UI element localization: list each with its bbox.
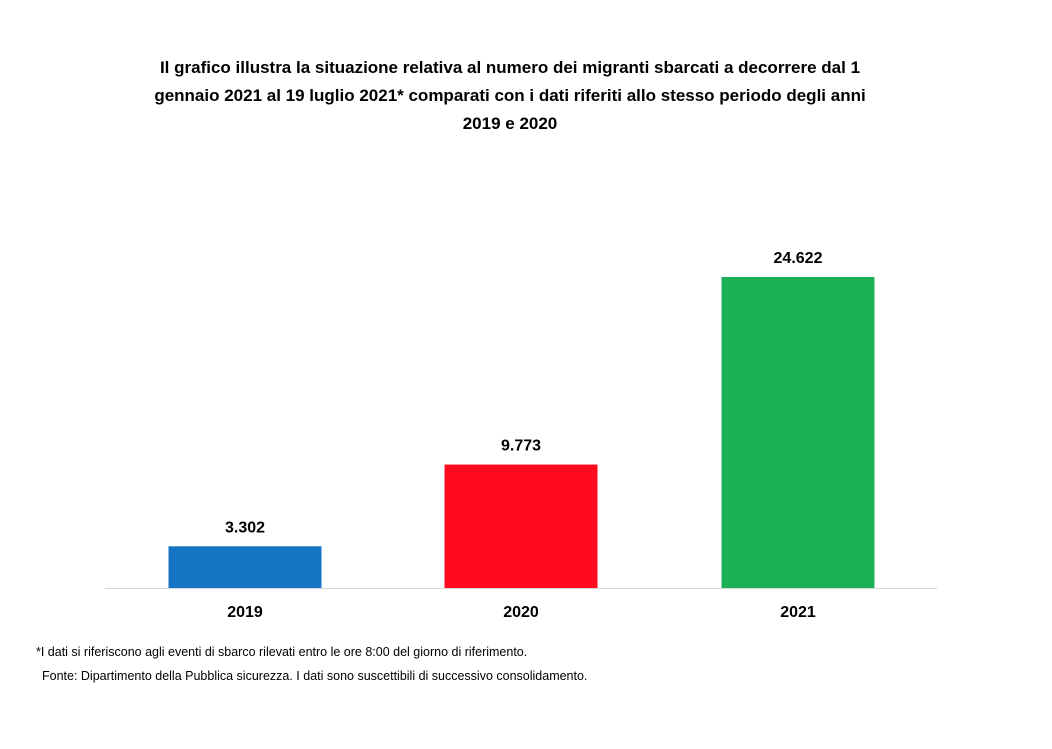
bar-2019	[168, 546, 322, 588]
bars-layer	[168, 277, 875, 588]
labels-layer: 3.302 2019 9.773 2020 24.622 2021	[225, 250, 823, 621]
source-note: Fonte: Dipartimento della Pubblica sicur…	[42, 669, 588, 683]
bar-2020	[444, 464, 598, 588]
bar-2021	[721, 277, 875, 588]
chart-title-line-2: gennaio 2021 al 19 luglio 2021* comparat…	[154, 86, 866, 105]
category-label-2019: 2019	[227, 604, 263, 621]
category-label-2020: 2020	[503, 604, 539, 621]
value-label-2020: 9.773	[501, 438, 541, 455]
footnote: *I dati si riferiscono agli eventi di sb…	[36, 645, 528, 659]
value-label-2019: 3.302	[225, 519, 265, 536]
chart-title-line-1: Il grafico illustra la situazione relati…	[159, 58, 861, 77]
chart-title-line-3: 2019 e 2020	[462, 114, 558, 133]
value-label-2021: 24.622	[774, 250, 823, 267]
category-label-2021: 2021	[780, 604, 816, 621]
chart-title: Il grafico illustra la situazione relati…	[110, 54, 910, 138]
